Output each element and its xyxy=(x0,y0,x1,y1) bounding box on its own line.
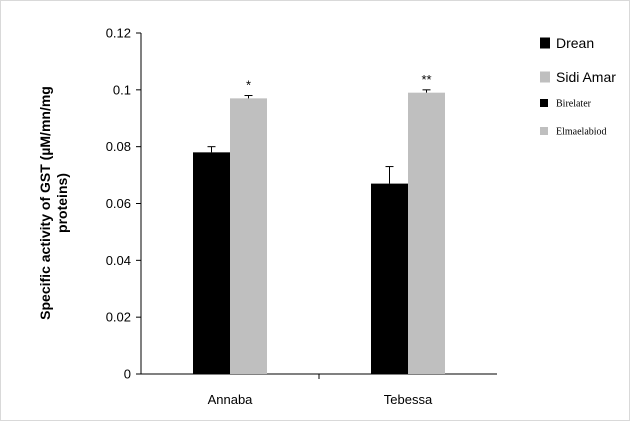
y-tick-label: 0.1 xyxy=(113,82,131,97)
x-tick-labels: Annaba Tebessa xyxy=(208,392,433,407)
significance-markers: * ** xyxy=(246,72,432,93)
y-tick-labels: 0 0.02 0.04 0.06 0.08 0.1 0.12 xyxy=(106,26,131,382)
legend-swatch xyxy=(540,37,550,49)
legend-label: Sidi Amar xyxy=(556,69,616,85)
bar-sidi-amar-tebessa xyxy=(408,92,445,375)
legend-swatch xyxy=(540,99,548,107)
legend: Drean Sidi Amar Birelater Elmaelabiod xyxy=(540,35,616,138)
x-tick-label: Tebessa xyxy=(384,392,433,407)
legend-label: Elmaelabiod xyxy=(556,127,607,138)
y-axis-label-line-2: proteins) xyxy=(54,173,70,233)
x-tick-label: Annaba xyxy=(208,392,254,407)
y-tick-label: 0.02 xyxy=(106,310,131,325)
error-bars xyxy=(207,89,431,184)
significance-marker: * xyxy=(246,78,251,93)
bar-sidi-amar-annaba xyxy=(230,98,267,374)
y-axis-label-line-1: Specific activity of GST (µM/mn/mg xyxy=(37,86,53,320)
y-tick-label: 0.04 xyxy=(106,253,131,268)
y-tick-label: 0.06 xyxy=(106,196,131,211)
bar-drean-tebessa xyxy=(371,183,408,374)
legend-label: Birelater xyxy=(556,99,592,110)
legend-swatch xyxy=(540,127,548,135)
bars xyxy=(193,92,445,375)
y-tick-label: 0.12 xyxy=(106,26,131,41)
significance-marker: ** xyxy=(421,72,431,87)
bar-drean-annaba xyxy=(193,152,230,374)
y-axis-label: Specific activity of GST (µM/mn/mg prote… xyxy=(37,86,70,320)
legend-label: Drean xyxy=(556,35,594,51)
legend-swatch xyxy=(540,71,550,83)
y-tick-label: 0 xyxy=(124,367,131,382)
y-tick-label: 0.08 xyxy=(106,139,131,154)
